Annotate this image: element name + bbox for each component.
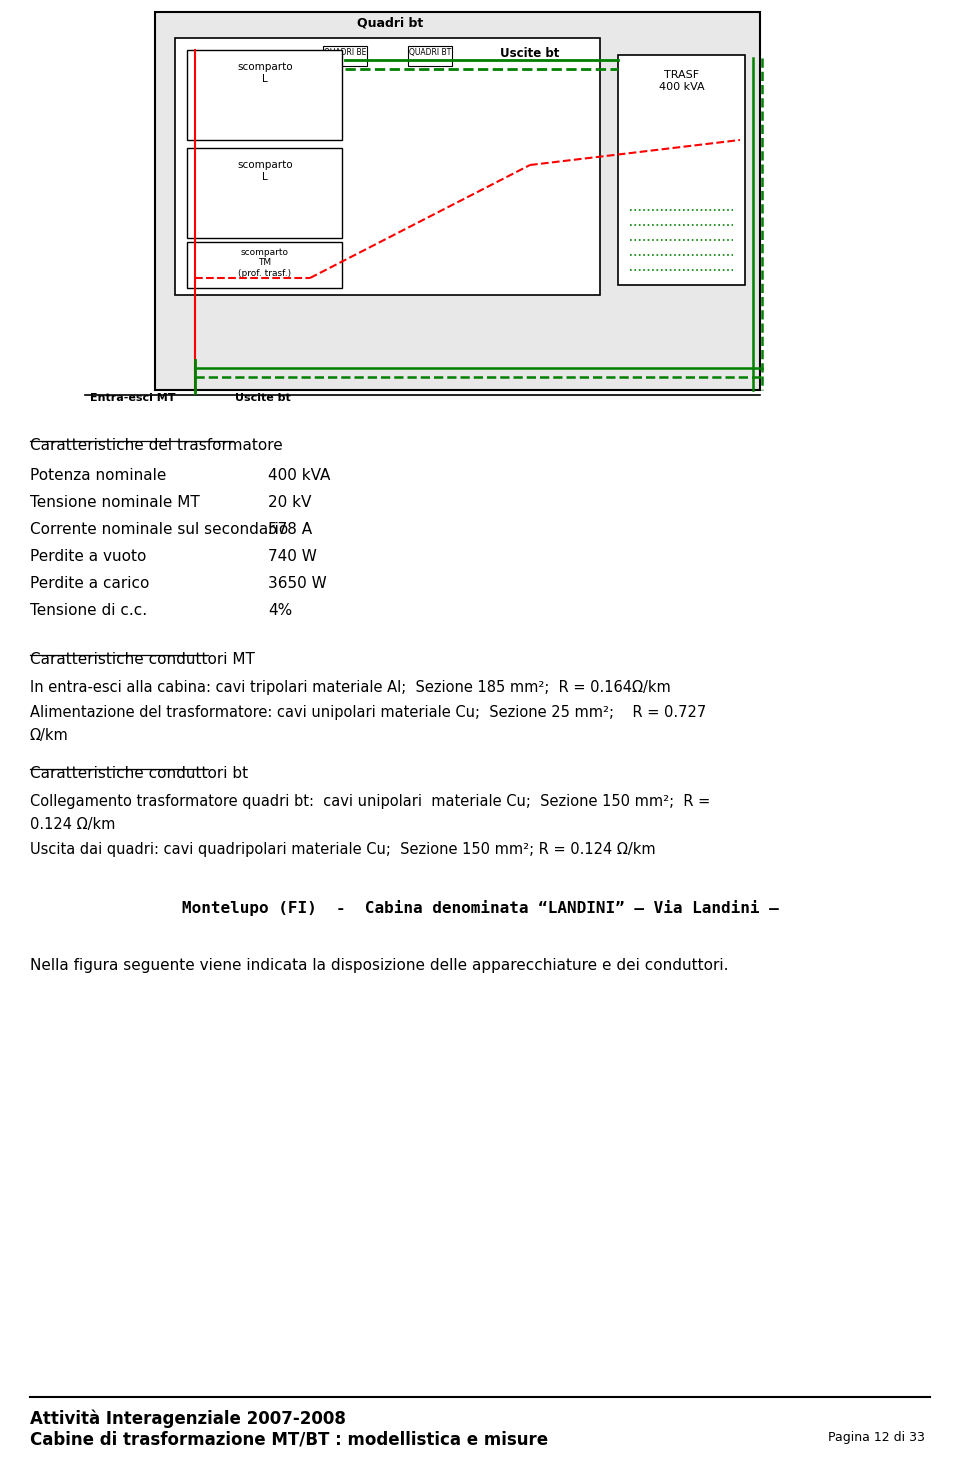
Bar bbox=[187, 242, 342, 287]
Text: TRASF
400 kVA: TRASF 400 kVA bbox=[659, 70, 705, 92]
Bar bbox=[175, 38, 600, 295]
Text: Caratteristiche conduttori MT: Caratteristiche conduttori MT bbox=[30, 652, 254, 667]
Text: In entra-esci alla cabina: cavi tripolari materiale Al;  Sezione 185 mm²;  R = 0: In entra-esci alla cabina: cavi tripolar… bbox=[30, 680, 671, 694]
Text: Uscite bt: Uscite bt bbox=[235, 392, 291, 403]
Text: Montelupo (FI)  -  Cabina denominata “LANDINI” – Via Landini –: Montelupo (FI) - Cabina denominata “LAND… bbox=[181, 900, 779, 916]
Bar bbox=[187, 147, 342, 238]
Text: Tensione nominale MT: Tensione nominale MT bbox=[30, 495, 200, 511]
Text: Cabine di trasformazione MT/BT : modellistica e misure: Cabine di trasformazione MT/BT : modelli… bbox=[30, 1431, 548, 1449]
Text: Ω/km: Ω/km bbox=[30, 728, 69, 743]
Text: 0.124 Ω/km: 0.124 Ω/km bbox=[30, 817, 115, 832]
Text: Quadri bt: Quadri bt bbox=[357, 16, 423, 29]
Bar bbox=[155, 12, 760, 390]
Text: 740 W: 740 W bbox=[268, 549, 317, 565]
Text: Uscite bt: Uscite bt bbox=[500, 47, 560, 60]
Text: scomparto
L: scomparto L bbox=[237, 61, 293, 83]
Text: Corrente nominale sul secondario: Corrente nominale sul secondario bbox=[30, 522, 288, 537]
Text: Collegamento trasformatore quadri bt:  cavi unipolari  materiale Cu;  Sezione 15: Collegamento trasformatore quadri bt: ca… bbox=[30, 794, 710, 808]
Bar bbox=[323, 47, 367, 66]
Text: Caratteristiche conduttori bt: Caratteristiche conduttori bt bbox=[30, 766, 248, 781]
Text: QUADRI BT: QUADRI BT bbox=[409, 48, 451, 57]
Text: Attività Interagenziale 2007-2008: Attività Interagenziale 2007-2008 bbox=[30, 1409, 346, 1427]
Text: Alimentazione del trasformatore: cavi unipolari materiale Cu;  Sezione 25 mm²;  : Alimentazione del trasformatore: cavi un… bbox=[30, 705, 707, 719]
Text: QUADRI BE: QUADRI BE bbox=[324, 48, 366, 57]
Text: Perdite a carico: Perdite a carico bbox=[30, 576, 150, 591]
Text: 20 kV: 20 kV bbox=[268, 495, 311, 511]
Text: scomparto
TM
(prof. trasf.): scomparto TM (prof. trasf.) bbox=[238, 248, 292, 277]
Bar bbox=[408, 47, 452, 66]
Bar bbox=[618, 55, 745, 285]
Text: 4%: 4% bbox=[268, 603, 292, 619]
Text: 578 A: 578 A bbox=[268, 522, 312, 537]
Text: Nella figura seguente viene indicata la disposizione delle apparecchiature e dei: Nella figura seguente viene indicata la … bbox=[30, 959, 729, 973]
Text: Perdite a vuoto: Perdite a vuoto bbox=[30, 549, 146, 565]
Text: Entra-esci MT: Entra-esci MT bbox=[90, 392, 176, 403]
Text: Uscita dai quadri: cavi quadripolari materiale Cu;  Sezione 150 mm²; R = 0.124 Ω: Uscita dai quadri: cavi quadripolari mat… bbox=[30, 842, 656, 856]
Text: Potenza nominale: Potenza nominale bbox=[30, 468, 166, 483]
Text: 3650 W: 3650 W bbox=[268, 576, 326, 591]
Text: Pagina 12 di 33: Pagina 12 di 33 bbox=[828, 1431, 925, 1444]
Text: 400 kVA: 400 kVA bbox=[268, 468, 330, 483]
Text: Caratteristiche del trasformatore: Caratteristiche del trasformatore bbox=[30, 438, 283, 452]
Text: Tensione di c.c.: Tensione di c.c. bbox=[30, 603, 147, 619]
Text: scomparto
L: scomparto L bbox=[237, 160, 293, 181]
Bar bbox=[187, 50, 342, 140]
